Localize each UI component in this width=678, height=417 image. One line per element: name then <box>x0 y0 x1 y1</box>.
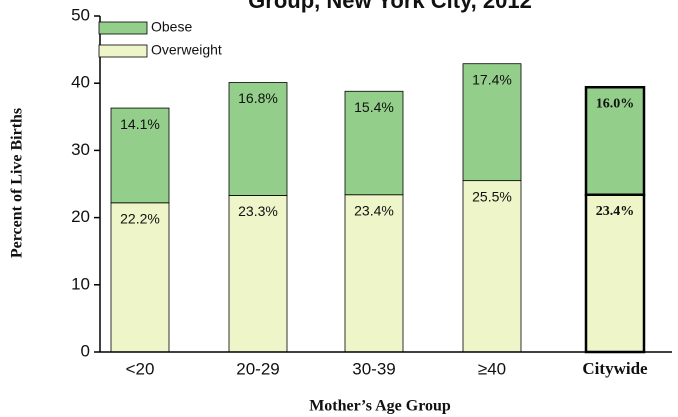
x-tick-label: 30-39 <box>352 359 395 378</box>
x-tick-label: 20-29 <box>236 359 279 378</box>
bar-segment <box>462 63 522 182</box>
bar-segment <box>344 194 404 353</box>
value-label: 23.3% <box>238 203 278 219</box>
y-tick-label: 20 <box>71 207 90 226</box>
bar-segment <box>344 90 404 196</box>
y-axis-title: Percent of Live Births <box>9 108 26 258</box>
x-tick-label: <20 <box>126 359 155 378</box>
value-label: 16.0% <box>596 96 635 111</box>
y-tick-label: 0 <box>81 341 90 360</box>
y-tick-label: 30 <box>71 140 90 159</box>
value-label: 14.1% <box>120 116 160 132</box>
chart-title: Group, New York City, 2012 <box>248 0 532 13</box>
bar-segment <box>584 193 646 354</box>
bar-segment <box>584 85 646 197</box>
legend-swatch <box>98 21 148 35</box>
value-label: 15.4% <box>354 99 394 115</box>
legend-swatch <box>98 44 148 58</box>
legend-label: Obese <box>151 19 192 35</box>
y-tick-label: 40 <box>71 73 90 92</box>
value-label: 23.4% <box>354 202 394 218</box>
value-label: 23.4% <box>596 204 635 219</box>
x-tick-label: ≥40 <box>478 359 506 378</box>
bar-segment <box>462 180 522 353</box>
bar-segment <box>110 107 170 204</box>
value-label: 25.5% <box>472 188 512 204</box>
value-label: 16.8% <box>238 90 278 106</box>
legend-label: Overweight <box>151 42 222 58</box>
bar-segment <box>228 82 288 196</box>
x-tick-label: Citywide <box>582 359 648 378</box>
value-label: 17.4% <box>472 71 512 87</box>
x-axis-title: Mother’s Age Group <box>309 398 451 415</box>
bar-segment <box>228 195 288 353</box>
y-tick-label: 10 <box>71 274 90 293</box>
value-label: 22.2% <box>120 211 160 227</box>
y-tick-label: 50 <box>71 5 90 24</box>
